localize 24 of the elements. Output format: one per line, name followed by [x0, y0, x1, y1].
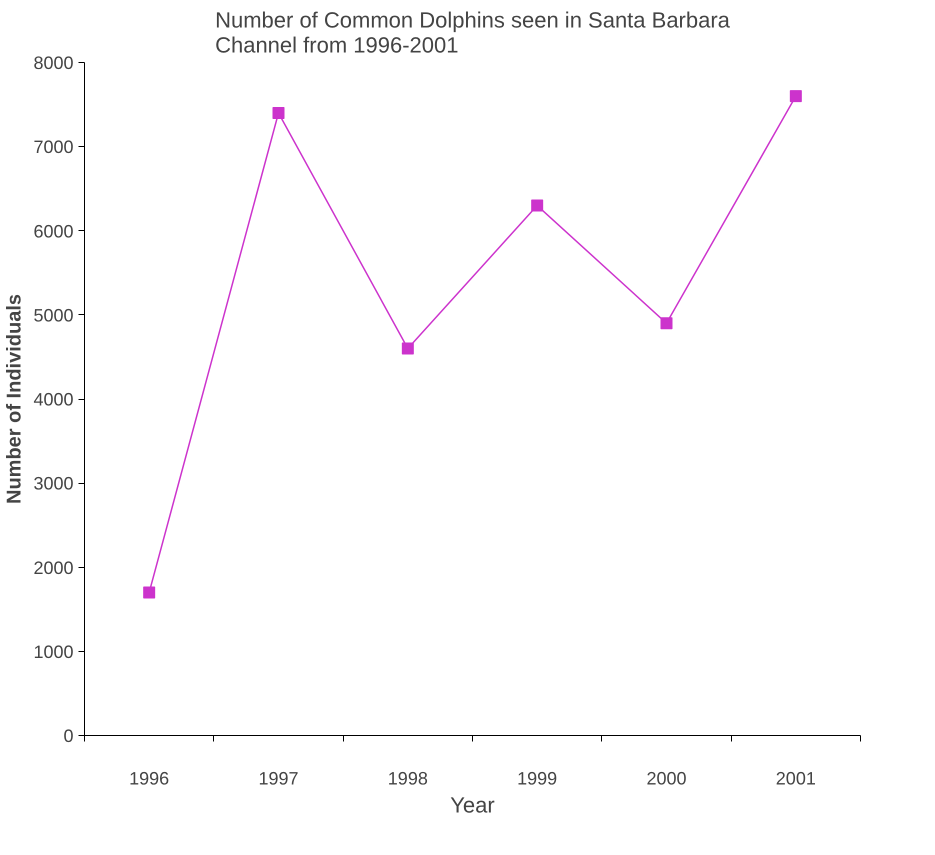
x-tick-label: 1998 [388, 768, 428, 788]
y-tick-label: 0 [63, 726, 74, 746]
point [790, 90, 802, 102]
y-axis-title: Number of Individuals [3, 294, 26, 504]
y-tick-label: 4000 [33, 390, 74, 410]
y-tick-label: 6000 [33, 221, 74, 242]
y-tick-label: 5000 [33, 305, 74, 326]
point [143, 586, 156, 598]
y-tick-label: 1000 [33, 642, 74, 662]
x-tick-label: 1997 [258, 768, 299, 788]
point [531, 200, 544, 212]
x-axis-title: Year [450, 792, 495, 818]
point [402, 342, 414, 355]
x-tick-label: 2000 [646, 768, 687, 788]
chart-title: Number of Common Dolphins seen in Santa Barbara Channel from 1996-2001 [215, 8, 731, 58]
x-tick-label: 2001 [776, 768, 816, 788]
y-tick-label: 8000 [33, 53, 74, 73]
point [660, 317, 672, 330]
y-tick-label: 3000 [33, 474, 74, 494]
y-tick-label: 2000 [33, 558, 74, 578]
y-tick-label: 7000 [33, 137, 74, 158]
x-tick-label: 1996 [129, 768, 170, 788]
point [272, 106, 284, 119]
x-tick-label: 1999 [517, 768, 558, 788]
